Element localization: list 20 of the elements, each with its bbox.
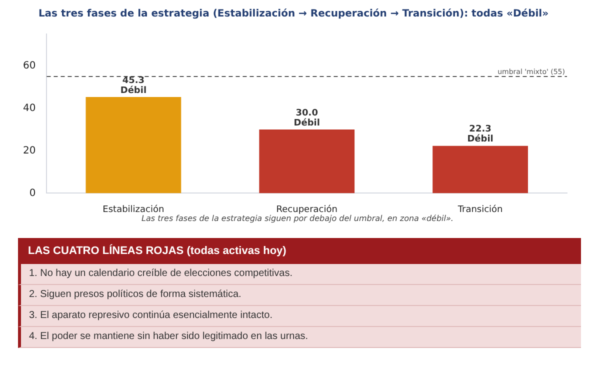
y-tick-label: 40 [22, 102, 36, 114]
chart-title: Las tres fases de la estrategia (Estabilización → Recuperación → Transición): todas «Débil» [38, 8, 549, 20]
text: 2. Siguen presos políticos de forma sistemática. [18, 285, 581, 306]
text: 4. El poder se mantiene sin haber sido legitimado en las urnas. [18, 327, 581, 348]
bar [259, 130, 355, 194]
bar [432, 146, 528, 194]
text: 1. No hay un calendario creíble de elecciones competitivas. [18, 264, 581, 285]
x-tick-label: Recuperación [276, 204, 338, 215]
x-tick-label: Estabilización [102, 204, 164, 215]
y-tick-label: 20 [22, 145, 36, 156]
data-label: 30.0 Débil [294, 108, 320, 128]
text: 3. El aparato represivo continúa esencialmente intacto. [18, 306, 581, 327]
x-tick-label: Transición [456, 204, 503, 215]
data-label: 45.3 Débil [120, 76, 147, 96]
y-tick-label: 60 [22, 60, 36, 72]
text: Las tres fases de la estrategia siguen por debajo del umbral, en zona «débil». [140, 214, 454, 223]
y-tick-label: 0 [29, 188, 36, 199]
bar [86, 97, 182, 194]
data-label: 22.3 Débil [467, 124, 494, 145]
text: LAS CUATRO LÍNEAS ROJAS (todas activas hoy) [18, 238, 581, 264]
